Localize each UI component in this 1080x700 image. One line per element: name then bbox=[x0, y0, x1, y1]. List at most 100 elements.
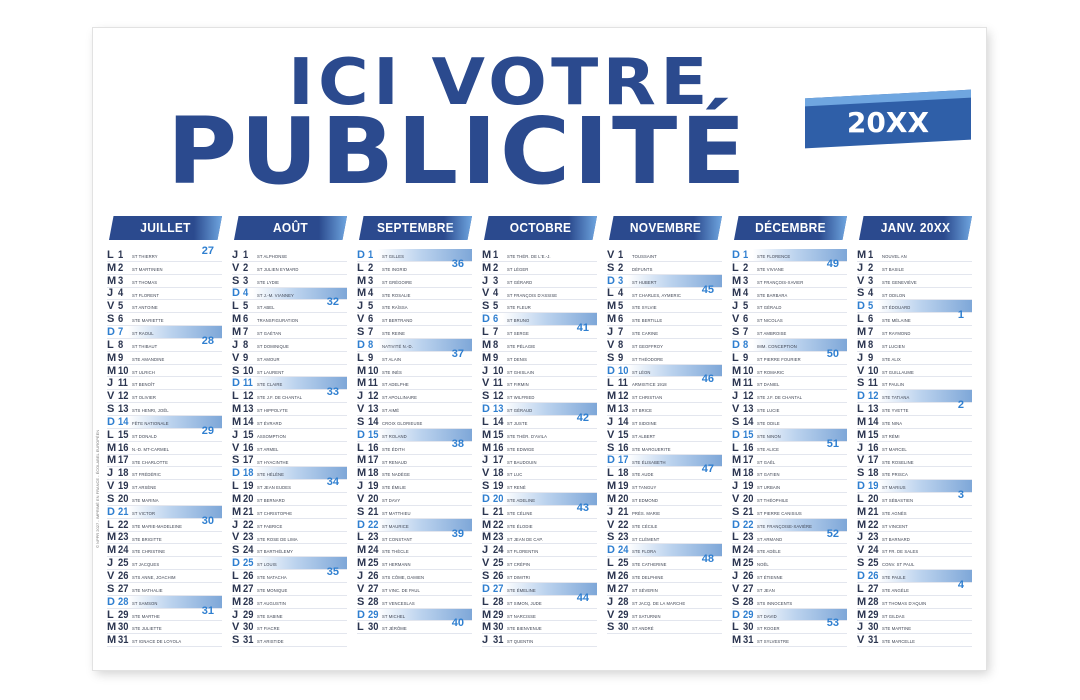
day-number: 14 bbox=[368, 415, 379, 428]
saint-name: ST HYACINTHE bbox=[257, 459, 289, 465]
day-row: M 27 STE MONIQUE bbox=[232, 583, 347, 596]
weekday-letter: D bbox=[107, 505, 115, 518]
day-row: M 17 ST RENAUD bbox=[357, 454, 472, 468]
day-number: 14 bbox=[618, 415, 629, 428]
saint-name: ST RENAUD bbox=[382, 459, 408, 465]
day-row: L 16 STE ALICE 51 bbox=[732, 438, 847, 455]
weekday-letter: J bbox=[107, 557, 114, 570]
weekday-letter: J bbox=[232, 518, 239, 531]
day-row: V 25 ST CRÉPIN bbox=[482, 557, 597, 571]
day-row: L 23 ST ARMAND 52 bbox=[732, 528, 847, 545]
saint-name: ST GILLES bbox=[382, 254, 405, 259]
saint-name: ST AMOUR bbox=[257, 356, 280, 362]
saint-name: ST FRANÇOIS D'ASSISE bbox=[507, 292, 558, 298]
month-header: JUILLET bbox=[109, 216, 222, 240]
saint-name: STE ÉMILIE bbox=[382, 485, 407, 491]
day-row: V 8 ST GEOFFROY bbox=[607, 339, 722, 352]
day-number: 1 bbox=[118, 248, 124, 261]
saint-name: ST SIMON, JUDE bbox=[507, 600, 542, 606]
saint-name: ST GÉRAUD bbox=[507, 408, 533, 414]
saint-name: STE ÉMELINE bbox=[507, 587, 536, 593]
weekday-letter: V bbox=[482, 287, 490, 300]
saint-name: STE HÉLÈNE bbox=[257, 472, 285, 478]
day-number: 15 bbox=[743, 428, 754, 441]
weekday-letter: D bbox=[357, 608, 365, 621]
saint-name: STE CLAIRE bbox=[257, 382, 283, 388]
saint-name: STE MARTINE bbox=[882, 626, 912, 632]
day-row: J 28 ST JACQ. DE LA MARCHE bbox=[607, 596, 722, 609]
day-number: 10 bbox=[493, 364, 504, 377]
saint-name: ST ÉDOUARD bbox=[882, 305, 911, 311]
day-number: 24 bbox=[243, 544, 254, 557]
day-number: 23 bbox=[118, 531, 129, 544]
weekday-letter: S bbox=[357, 595, 365, 608]
day-row: V 20 ST DAVY bbox=[357, 493, 472, 506]
day-row: M 28 ST THOMAS D'AQUIN bbox=[857, 596, 972, 609]
day-row: V 20 ST THÉOPHILE bbox=[732, 493, 847, 506]
weekday-letter: M bbox=[232, 582, 242, 595]
saint-name: ST GHISLAIN bbox=[507, 369, 535, 375]
day-number: 8 bbox=[243, 338, 249, 351]
weekday-letter: M bbox=[357, 274, 367, 287]
day-row: J 5 STE RAÏSSA bbox=[357, 300, 472, 314]
day-row: J 26 STS CÔME, DAMIEN bbox=[357, 570, 472, 583]
day-row: M 25 NOËL bbox=[732, 557, 847, 571]
day-number: 17 bbox=[243, 454, 254, 467]
month-column: DÉCEMBRE D 1 STE FLORENCE L 2 STE VIVIANE 49 M 3 S… bbox=[732, 216, 847, 656]
day-row: J 18 ST FRÉDÉRIC bbox=[107, 467, 222, 481]
day-number: 26 bbox=[493, 570, 504, 583]
day-row: D 21 ST VICTOR bbox=[107, 506, 222, 519]
saint-name: STE THÉR. DE L'E.-J. bbox=[507, 254, 551, 259]
day-number: 7 bbox=[493, 325, 499, 338]
saint-name: STE THÉR. D'AVILA bbox=[507, 433, 548, 439]
saint-name: STE AUDE bbox=[632, 472, 654, 478]
day-row: D 22 ST MAURICE bbox=[357, 519, 472, 532]
day-row: V 5 ST ANTOINE bbox=[107, 300, 222, 314]
weekday-letter: V bbox=[357, 313, 365, 326]
weekday-letter: S bbox=[607, 531, 615, 544]
year-badge: 20XX bbox=[805, 89, 971, 149]
weekday-letter: D bbox=[232, 377, 240, 390]
saint-name: ST GUILLAUME bbox=[882, 369, 914, 375]
weekday-letter: S bbox=[857, 287, 865, 300]
weekday-letter: M bbox=[732, 287, 742, 300]
day-number: 13 bbox=[618, 403, 629, 416]
day-number: 2 bbox=[743, 261, 749, 274]
weekday-letter: J bbox=[107, 467, 114, 480]
weekday-letter: M bbox=[482, 261, 492, 274]
weekday-letter: M bbox=[107, 261, 117, 274]
day-row: L 7 ST SERGE 41 bbox=[482, 322, 597, 339]
day-number: 1 bbox=[868, 248, 874, 261]
saint-name: ST RÉMI bbox=[882, 433, 900, 439]
day-row: M 8 STE PÉLAGIE bbox=[482, 339, 597, 352]
saint-name: STE ÉLODIE bbox=[507, 523, 533, 529]
day-row: L 30 ST JÉRÔME 40 bbox=[357, 617, 472, 635]
weekday-letter: J bbox=[232, 608, 239, 621]
headline-line-2: PUBLICITÉ bbox=[167, 98, 749, 205]
weekday-letter: M bbox=[607, 313, 617, 326]
day-number: 23 bbox=[243, 531, 254, 544]
day-number: 27 bbox=[368, 582, 379, 595]
day-row: S 27 STE NATHALIE bbox=[107, 583, 222, 596]
weekday-letter: D bbox=[482, 313, 490, 326]
day-row: L 15 ST DONALD 29 bbox=[107, 425, 222, 442]
day-number: 13 bbox=[368, 403, 379, 416]
day-row: D 14 FÊTE NATIONALE bbox=[107, 416, 222, 429]
week-number: 30 bbox=[201, 514, 214, 527]
weekday-letter: S bbox=[732, 325, 740, 338]
day-row: M 22 STE ÉLODIE bbox=[482, 519, 597, 532]
day-row: M 30 STE JULIETTE bbox=[107, 621, 222, 635]
weekday-letter: L bbox=[232, 300, 239, 313]
saint-name: ST SIDOINE bbox=[632, 420, 657, 426]
day-number: 6 bbox=[743, 313, 749, 326]
saint-name: ST MARTINIEN bbox=[132, 266, 163, 272]
day-row: M 23 STE BRIGITTE bbox=[107, 531, 222, 545]
saint-name: ST VICTOR bbox=[132, 510, 156, 516]
weekday-letter: M bbox=[107, 634, 117, 647]
saint-name: ST CHRISTOPHE bbox=[257, 510, 293, 516]
day-row: M 14 STE NINA bbox=[857, 416, 972, 429]
day-row: M 31 ST IGNACE DE LOYOLA bbox=[107, 634, 222, 648]
day-number: 14 bbox=[493, 415, 504, 428]
saint-name: ST SAMSON bbox=[132, 600, 158, 606]
day-row: J 12 ST APOLLINAIRE bbox=[357, 390, 472, 404]
